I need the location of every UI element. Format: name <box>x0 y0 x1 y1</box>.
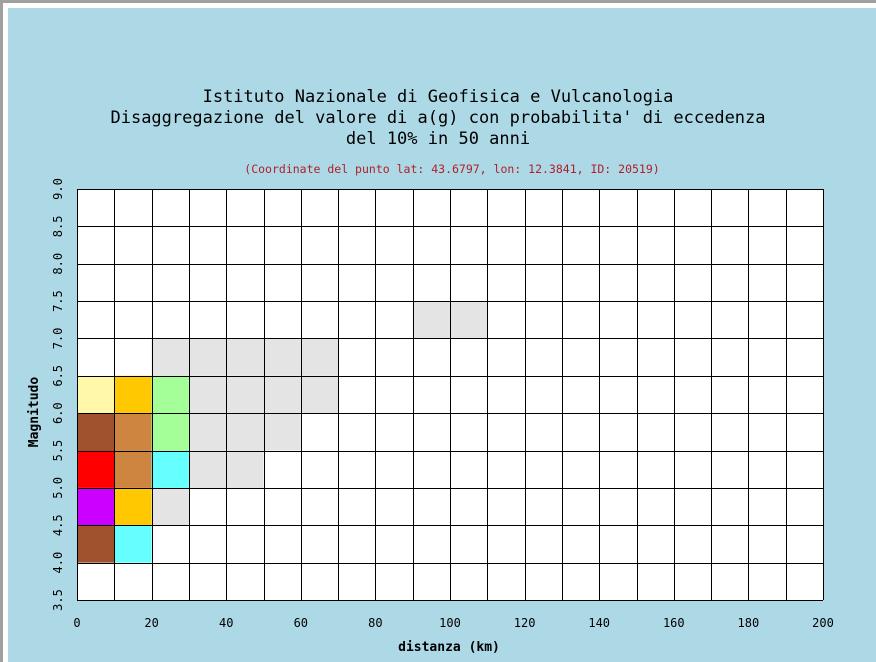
grid-layer <box>77 189 824 601</box>
x-tick-label: 0 <box>73 616 80 630</box>
y-tick-label: 5.5 <box>51 440 65 462</box>
heatmap-cell <box>77 450 115 488</box>
heatmap-cell <box>188 450 227 488</box>
x-axis-label: distanza (km) <box>398 640 500 655</box>
y-tick-label: 7.5 <box>51 290 65 312</box>
heatmap-cell <box>188 413 227 451</box>
heatmap-cell <box>300 338 339 376</box>
title-line-2: Disaggregazione del valore di a(g) con p… <box>110 108 766 128</box>
y-tick-label: 5.0 <box>51 477 65 499</box>
y-tick-label: 4.5 <box>51 514 65 536</box>
x-tick-label: 60 <box>294 616 308 630</box>
heatmap-cell <box>77 525 115 563</box>
x-tick-label: 120 <box>514 616 536 630</box>
heatmap-cell <box>263 338 301 376</box>
heatmap-cell <box>226 375 264 414</box>
y-tick-label: 3.5 <box>51 589 65 611</box>
y-tick-label: 8.5 <box>51 216 65 238</box>
heatmap-cell <box>263 413 301 451</box>
y-axis-label: Magnitudo <box>27 377 42 448</box>
heatmap-cell <box>188 375 227 414</box>
x-tick-label: 140 <box>588 616 610 630</box>
heatmap-cell <box>77 487 115 526</box>
heatmap-cell <box>77 413 115 451</box>
y-tick-label: 6.0 <box>51 402 65 424</box>
heatmap-cell <box>114 525 152 563</box>
chart-subtitle: (Coordinate del punto lat: 43.6797, lon:… <box>244 162 660 176</box>
heatmap-cell <box>300 375 339 414</box>
heatmap-cell <box>151 450 189 488</box>
heatmap-cell <box>114 375 152 414</box>
y-tick-label: 8.0 <box>51 253 65 275</box>
heatmap-cell <box>226 338 264 376</box>
y-tick-label: 7.0 <box>51 328 65 350</box>
heatmap-cell <box>151 487 189 526</box>
y-tick-label: 6.5 <box>51 365 65 387</box>
x-tick-label: 80 <box>368 616 382 630</box>
x-tick-label: 40 <box>219 616 233 630</box>
heatmap-cell <box>114 413 152 451</box>
x-tick-labels: 0 20 40 60 80 100 120 140 160 180 200 <box>73 616 833 630</box>
title-line-1: Istituto Nazionale di Geofisica e Vulcan… <box>202 87 674 107</box>
x-tick-label: 20 <box>144 616 158 630</box>
heatmap-cell <box>226 413 264 451</box>
heatmap-cell <box>151 338 189 376</box>
x-tick-label: 200 <box>812 616 834 630</box>
heatmap-cell <box>412 301 450 339</box>
heatmap-cell <box>151 375 189 414</box>
x-tick-label: 100 <box>439 616 461 630</box>
y-tick-label: 9.0 <box>51 178 65 200</box>
heatmap-cell <box>114 450 152 488</box>
heatmap-cell <box>450 301 488 339</box>
heatmap-cell <box>77 375 115 414</box>
heatmap-cell <box>226 450 264 488</box>
y-tick-label: 4.0 <box>51 552 65 574</box>
x-tick-label: 160 <box>663 616 685 630</box>
title-line-3: del 10% in 50 anni <box>345 129 531 149</box>
heatmap-cell <box>151 413 189 451</box>
heatmap-cell <box>263 375 301 414</box>
x-tick-label: 180 <box>738 616 760 630</box>
heatmap-cell <box>114 487 152 526</box>
heatmap-cell <box>188 338 227 376</box>
y-tick-labels: 3.5 4.0 4.5 5.0 5.5 6.0 6.5 7.0 7.5 8.0 8.5 9.0 <box>51 178 65 611</box>
